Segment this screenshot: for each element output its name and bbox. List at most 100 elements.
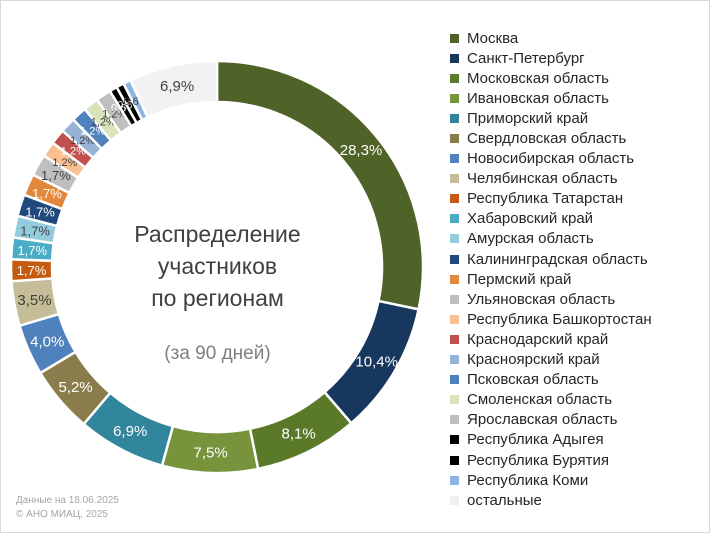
legend-item: Республика Татарстан xyxy=(450,189,652,209)
legend-label: Амурская область xyxy=(467,230,594,248)
slice-label-8: 3,5% xyxy=(17,292,51,309)
legend-swatch xyxy=(450,415,459,425)
legend-swatch xyxy=(450,294,459,304)
legend-label: Ульяновская область xyxy=(467,290,616,308)
legend-item: Свердловская область xyxy=(450,128,652,148)
legend-item: Республика Бурятия xyxy=(450,450,652,470)
legend-swatch xyxy=(450,134,459,144)
slice-label-2: 10,4% xyxy=(355,353,398,370)
legend-swatch xyxy=(450,375,459,385)
slice-label-4: 7,5% xyxy=(193,444,227,461)
legend-label: Республика Татарстан xyxy=(467,190,624,208)
legend-item: Амурская область xyxy=(450,229,652,249)
legend-swatch xyxy=(450,435,459,445)
legend-item: Смоленская область xyxy=(450,390,652,410)
legend-label: остальные xyxy=(467,491,542,509)
legend-label: Пермский край xyxy=(467,270,572,288)
chart-title-line-1: Распределение xyxy=(134,221,301,247)
legend-swatch xyxy=(450,395,459,405)
legend-label: Республика Коми xyxy=(467,471,589,489)
legend-item: Республика Башкортостан xyxy=(450,309,652,329)
legend-item: Челябинская область xyxy=(450,169,652,189)
data-date-note: Данные на 18.06.2025 xyxy=(16,495,119,506)
slice-label-10: 1,7% xyxy=(17,243,47,258)
slice-label-19: 1,2% xyxy=(91,116,116,128)
legend: Москва Санкт-Петербург Московская область И… xyxy=(450,28,652,510)
legend-item: Москва xyxy=(450,28,652,48)
slice-label-9: 1,7% xyxy=(17,263,47,278)
legend-item: Ивановская область xyxy=(450,88,652,108)
legend-label: Приморский край xyxy=(467,109,589,127)
legend-item: остальные xyxy=(450,490,652,510)
slice-label-13: 1,7% xyxy=(32,186,62,201)
legend-item: Калининградская область xyxy=(450,249,652,269)
slice-label-17: 1,2% xyxy=(70,135,95,147)
slice-label-1: 28,3% xyxy=(340,142,383,159)
legend-swatch xyxy=(450,314,459,324)
footer: Данные на 18.06.2025 © АНО МИАЦ, 2025 xyxy=(16,494,119,522)
legend-swatch xyxy=(450,334,459,344)
legend-swatch xyxy=(450,214,459,224)
legend-label: Новосибирская область xyxy=(467,150,635,168)
legend-item: Краснодарский край xyxy=(450,329,652,349)
slice-label-6: 5,2% xyxy=(58,379,92,396)
legend-item: Приморский край xyxy=(450,108,652,128)
legend-swatch xyxy=(450,495,459,505)
legend-swatch xyxy=(450,274,459,284)
legend-label: Москва xyxy=(467,29,519,47)
slice-label-15: 1,2% xyxy=(52,157,77,169)
legend-swatch xyxy=(450,73,459,83)
slice-label-14: 1,7% xyxy=(41,168,71,183)
legend-item: Новосибирская область xyxy=(450,149,652,169)
legend-label: Калининградская область xyxy=(467,250,648,268)
legend-item: Республика Адыгея xyxy=(450,430,652,450)
legend-item: Республика Коми xyxy=(450,470,652,490)
legend-label: Псковская область xyxy=(467,371,599,389)
legend-swatch xyxy=(450,234,459,244)
legend-item: Хабаровский край xyxy=(450,209,652,229)
legend-label: Ярославская область xyxy=(467,411,618,429)
copyright-note: © АНО МИАЦ, 2025 xyxy=(16,509,108,520)
chart-title: Распределение участников по регионам xyxy=(95,218,340,314)
legend-swatch xyxy=(450,53,459,63)
legend-item: Псковская область xyxy=(450,370,652,390)
slice-label-24: 6,9% xyxy=(160,78,194,95)
slice-24 xyxy=(128,59,219,119)
legend-swatch xyxy=(450,455,459,465)
chart-title-line-2: участников xyxy=(157,253,278,279)
legend-swatch xyxy=(450,93,459,103)
legend-label: Свердловская область xyxy=(467,130,627,148)
slice-label-11: 1,7% xyxy=(20,224,50,239)
legend-label: Республика Бурятия xyxy=(467,451,609,469)
chart-title-line-3: по регионам xyxy=(151,285,284,311)
legend-swatch xyxy=(450,254,459,264)
legend-label: Хабаровский край xyxy=(467,210,594,228)
legend-label: Краснодарский край xyxy=(467,330,609,348)
legend-label: Челябинская область xyxy=(467,170,618,188)
legend-swatch xyxy=(450,154,459,164)
chart-subtitle: (за 90 дней) xyxy=(164,343,271,364)
legend-swatch xyxy=(450,475,459,485)
slice-label-5: 6,9% xyxy=(113,423,147,440)
slice-label-7: 4,0% xyxy=(30,334,64,351)
legend-label: Красноярский край xyxy=(467,351,600,369)
legend-item: Ульяновская область xyxy=(450,289,652,309)
legend-swatch xyxy=(450,174,459,184)
legend-item: Московская область xyxy=(450,68,652,88)
legend-label: Республика Башкортостан xyxy=(467,310,652,328)
slice-label-3: 8,1% xyxy=(282,426,316,443)
legend-label: Санкт-Петербург xyxy=(467,49,585,67)
legend-swatch xyxy=(450,194,459,204)
legend-label: Московская область xyxy=(467,69,609,87)
legend-item: Пермский край xyxy=(450,269,652,289)
legend-label: Ивановская область xyxy=(467,89,609,107)
slice-label-18: 1,2% xyxy=(80,125,105,137)
legend-label: Республика Адыгея xyxy=(467,431,604,449)
slice-label-16: 1,2% xyxy=(61,146,86,158)
legend-item: Санкт-Петербург xyxy=(450,48,652,68)
slice-label-12: 1,7% xyxy=(25,204,55,219)
legend-swatch xyxy=(450,33,459,43)
legend-swatch xyxy=(450,355,459,365)
legend-swatch xyxy=(450,113,459,123)
